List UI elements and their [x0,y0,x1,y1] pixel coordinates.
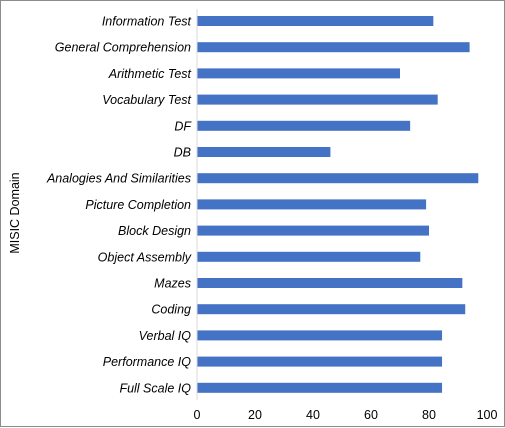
category-label: Information Test [102,15,192,29]
category-label: DB [174,146,191,160]
category-label: DF [174,119,192,133]
x-tick-label: 60 [364,408,378,422]
x-tick-label: 20 [248,408,262,422]
bar [197,68,400,79]
bar [197,382,443,393]
bar [197,120,411,131]
category-label: Mazes [154,277,191,291]
x-tick-labels: 0 20 40 60 80 100 [194,408,498,422]
category-label: Full Scale IQ [119,381,191,395]
bar [197,173,479,184]
category-labels: Information Test General Comprehension Ari… [46,15,192,396]
category-label: Analogies And Similarities [46,172,191,186]
bar [197,356,443,367]
category-label: Picture Completion [85,198,191,212]
category-label: Arithmetic Test [108,67,192,81]
category-label: Verbal IQ [139,329,192,343]
bar [197,199,427,210]
x-tick-label: 100 [477,408,498,422]
y-axis-title: MISIC Domain [8,172,22,253]
x-tick-label: 0 [194,408,201,422]
bar [197,278,463,288]
bar [197,304,466,315]
category-label: Coding [151,303,191,317]
category-label: Block Design [118,224,191,238]
category-label: Performance IQ [103,355,192,369]
bars-layer [197,16,479,393]
category-label: General Comprehension [55,41,191,55]
bar [197,147,331,157]
category-label: Vocabulary Test [102,93,191,107]
bar [197,16,434,26]
x-tick-label: 80 [422,408,436,422]
bar [197,225,429,236]
x-tick-label: 40 [306,408,320,422]
bar [197,42,470,53]
category-label: Object Assembly [98,250,192,264]
bar [197,94,438,105]
bar [197,251,421,262]
bar [197,330,443,341]
